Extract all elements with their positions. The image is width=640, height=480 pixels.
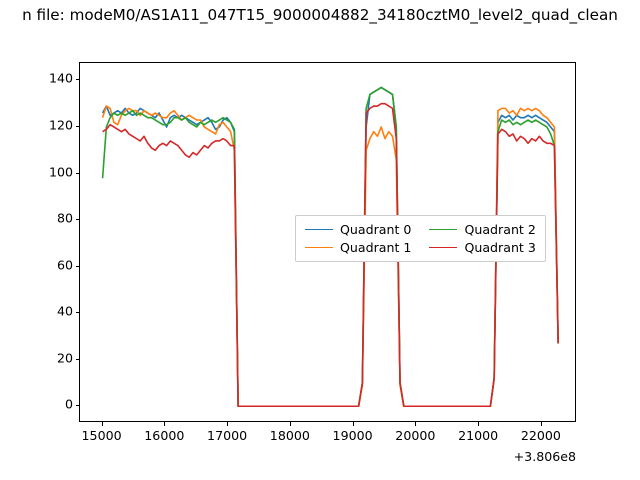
y-tick-label: 40	[56, 303, 73, 319]
x-tick-mark	[164, 422, 166, 426]
y-tick-mark	[75, 358, 79, 360]
x-tick-mark	[478, 422, 480, 426]
x-tick-mark	[415, 422, 417, 426]
y-tick-mark	[75, 312, 79, 314]
legend-entry: Quadrant 0	[305, 222, 411, 237]
x-tick-label: 18000	[269, 428, 310, 443]
y-tick-label: 140	[48, 71, 73, 87]
legend-box: Quadrant 0 Quadrant 2 Quadrant 1 Quadrant 3	[295, 215, 546, 262]
x-tick-mark	[101, 422, 103, 426]
page-title: n file: modeM0/AS1A11_047T15_9000004882_…	[22, 6, 618, 24]
x-tick-label: 22000	[520, 428, 561, 443]
series-line-2	[101, 86, 559, 408]
legend-line-swatch	[429, 229, 458, 230]
y-tick-mark	[75, 125, 79, 127]
plot-lines	[101, 86, 559, 408]
y-tick-label: 100	[48, 164, 73, 180]
legend-entry: Quadrant 3	[429, 240, 536, 255]
y-tick-label: 0	[64, 396, 73, 412]
legend-entries: Quadrant 0 Quadrant 2 Quadrant 1 Quadrant 3	[305, 222, 536, 255]
y-tick-label: 120	[48, 117, 73, 133]
y-tick-label: 60	[56, 257, 73, 273]
legend-label: Quadrant 2	[464, 222, 536, 237]
x-tick-label: 19000	[332, 428, 373, 443]
x-tick-mark	[540, 422, 542, 426]
y-tick-mark	[75, 405, 79, 407]
legend-label: Quadrant 3	[464, 240, 536, 255]
series-line-1	[101, 105, 559, 408]
legend-line-swatch	[429, 247, 458, 248]
y-tick-mark	[75, 265, 79, 267]
legend-entry: Quadrant 2	[429, 222, 536, 237]
x-tick-mark	[227, 422, 229, 426]
figure-title-container: n file: modeM0/AS1A11_047T15_9000004882_…	[0, 4, 640, 28]
y-tick-mark	[75, 219, 79, 221]
x-tick-label: 15000	[81, 428, 122, 443]
x-tick-label: 17000	[207, 428, 248, 443]
legend-line-swatch	[305, 229, 333, 230]
x-tick-label: 20000	[395, 428, 436, 443]
y-tick-mark	[75, 172, 79, 174]
x-axis-offset-label: +3.806e8	[513, 449, 576, 464]
y-tick-label: 80	[56, 210, 73, 226]
y-tick-mark	[75, 79, 79, 81]
x-tick-label: 21000	[458, 428, 499, 443]
series-line-3	[102, 102, 559, 408]
legend-label: Quadrant 0	[340, 222, 412, 237]
x-tick-mark	[289, 422, 291, 426]
x-tick-label: 16000	[144, 428, 185, 443]
legend-entry: Quadrant 1	[305, 240, 411, 255]
x-tick-mark	[352, 422, 354, 426]
axis-tick-layer: 0 20 40 60 80 100 120 140 15000 16000 17000 18000 19…	[49, 62, 576, 463]
legend-label: Quadrant 1	[340, 240, 412, 255]
y-tick-label: 20	[56, 350, 73, 366]
legend-line-swatch	[305, 247, 333, 248]
